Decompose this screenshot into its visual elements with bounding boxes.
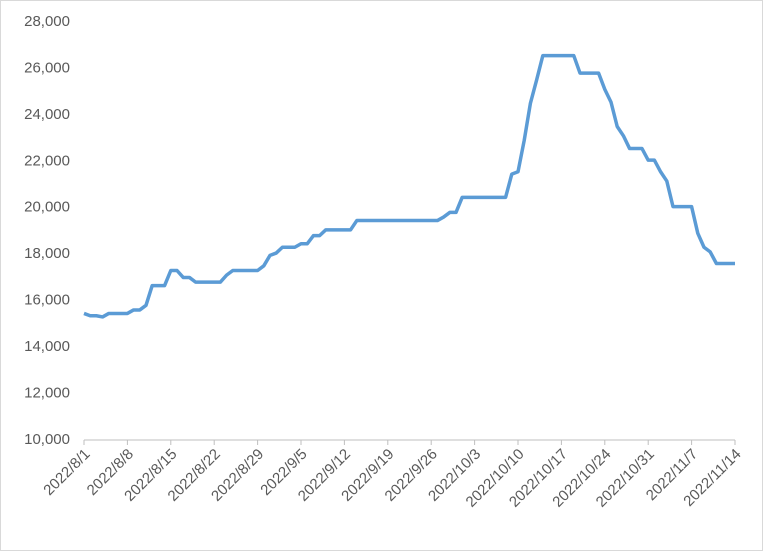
- y-tick-label: 12,000: [24, 385, 70, 402]
- y-tick-label: 28,000: [24, 13, 70, 30]
- data-line: [83, 53, 735, 319]
- y-tick-label: 24,000: [24, 106, 70, 123]
- y-tick-label: 16,000: [24, 292, 70, 309]
- y-tick-label: 20,000: [24, 199, 70, 216]
- y-tick-label: 18,000: [24, 245, 70, 262]
- y-tick-label: 26,000: [24, 59, 70, 76]
- y-tick-label: 10,000: [24, 431, 70, 448]
- y-tick-label: 22,000: [24, 152, 70, 169]
- y-tick-label: 14,000: [24, 338, 70, 355]
